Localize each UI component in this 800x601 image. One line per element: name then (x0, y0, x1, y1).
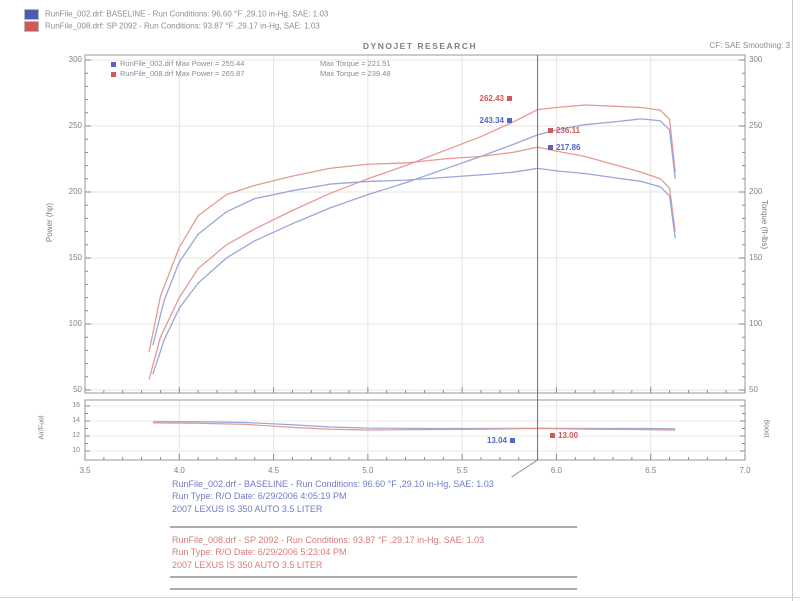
legend-torque-text: Max Torque = 239.48 (320, 69, 391, 78)
intake-torque-curve (148, 146, 676, 352)
header-run-line: RunFile_008.drf: SP 2092 - Run Condition… (24, 21, 320, 32)
baseline-airfuel-curve (152, 421, 676, 430)
legend-row: RunFile_002.drf Max Power = 255.44 Max To… (111, 59, 391, 69)
cursor-value-label: 13.00 (547, 431, 625, 440)
legend-power-text: RunFile_008.drf Max Power = 265.87 (120, 69, 245, 78)
footer-line: RunFile_002.drf - BASELINE - Run Conditi… (172, 479, 494, 489)
cursor-value: 236.11 (556, 126, 581, 135)
boost-axis-label: Boost (762, 419, 770, 438)
legend-power-text: RunFile_002.drf Max Power = 255.44 (120, 59, 245, 68)
chart-title: DYNOJET RESEARCH (362, 41, 478, 51)
cursor-value-label: 13.04 (440, 436, 518, 445)
airfuel-axis-label: Air/Fuel (38, 415, 46, 440)
cursor-value: 13.04 (486, 436, 507, 445)
intake-airfuel-curve (152, 422, 676, 431)
airfuel-plot-frame (84, 399, 746, 461)
cursor-value: 13.00 (558, 431, 579, 440)
footer-run2-block: RunFile_008.drf - SP 2092 - Run Conditio… (172, 534, 484, 571)
legend-color-chip (111, 61, 116, 67)
power-axis-label: Power (hp) (45, 202, 55, 243)
run1-color-chip (24, 9, 39, 20)
header-run2-text: RunFile_008.drf: SP 2092 - Run Condition… (45, 21, 320, 31)
cursor-value: 262.43 (479, 94, 504, 103)
separator-line (170, 576, 577, 578)
cursor-value-label: 236.11 (545, 126, 623, 135)
cursor-value-label: 217.86 (545, 143, 623, 152)
footer-line: Run Type: R/O Date: 6/29/2006 4:05:19 PM (172, 491, 347, 502)
footer-line: 2007 LEXUS IS 350 AUTO 3.5 LITER (172, 503, 323, 514)
cursor-pointer-line (511, 459, 538, 478)
footer-run1-block: RunFile_002.drf - BASELINE - Run Conditi… (172, 478, 494, 515)
cursor-value-label: 243.34 (437, 116, 515, 125)
cursor-marker (548, 145, 553, 151)
cursor-value: 217.86 (556, 143, 581, 152)
separator-line (170, 588, 577, 590)
scan-edge-right (792, 0, 793, 601)
intake-power-curve (148, 104, 676, 380)
legend-row: RunFile_008.drf Max Power = 265.87 Max To… (111, 69, 391, 79)
footer-line: RunFile_008.drf - SP 2092 - Run Conditio… (172, 535, 485, 545)
cursor-marker (507, 118, 512, 124)
cursor-marker (510, 438, 515, 444)
cursor-marker (548, 128, 553, 134)
cursor-value: 243.34 (479, 116, 504, 125)
baseline-torque-curve (152, 167, 676, 346)
header-run1-text: RunFile_002.drf: BASELINE - Run Conditio… (45, 9, 329, 19)
legend-color-chip (111, 71, 116, 77)
torque-axis-label: Torque (ft-lbs) (760, 199, 770, 250)
separator-line (170, 526, 577, 528)
header-run-line: RunFile_002.drf: BASELINE - Run Conditio… (24, 9, 328, 20)
chart-legend: RunFile_002.drf Max Power = 255.44 Max To… (111, 59, 391, 79)
legend-torque-text: Max Torque = 221.51 (320, 59, 391, 68)
run2-color-chip (24, 21, 39, 32)
cursor-marker (507, 96, 512, 102)
footer-line: 2007 LEXUS IS 350 AUTO 3.5 LITER (172, 559, 323, 570)
correction-note: CF: SAE Smoothing: 3 (709, 41, 790, 50)
footer-line: Run Type: R/O Date: 6/29/2006 5:23:04 PM (172, 547, 347, 558)
main-plot-frame (84, 54, 746, 394)
scan-edge-bottom (0, 597, 800, 598)
cursor-value-label: 262.43 (437, 94, 515, 103)
cursor-marker (550, 433, 555, 439)
baseline-power-curve (152, 118, 676, 375)
